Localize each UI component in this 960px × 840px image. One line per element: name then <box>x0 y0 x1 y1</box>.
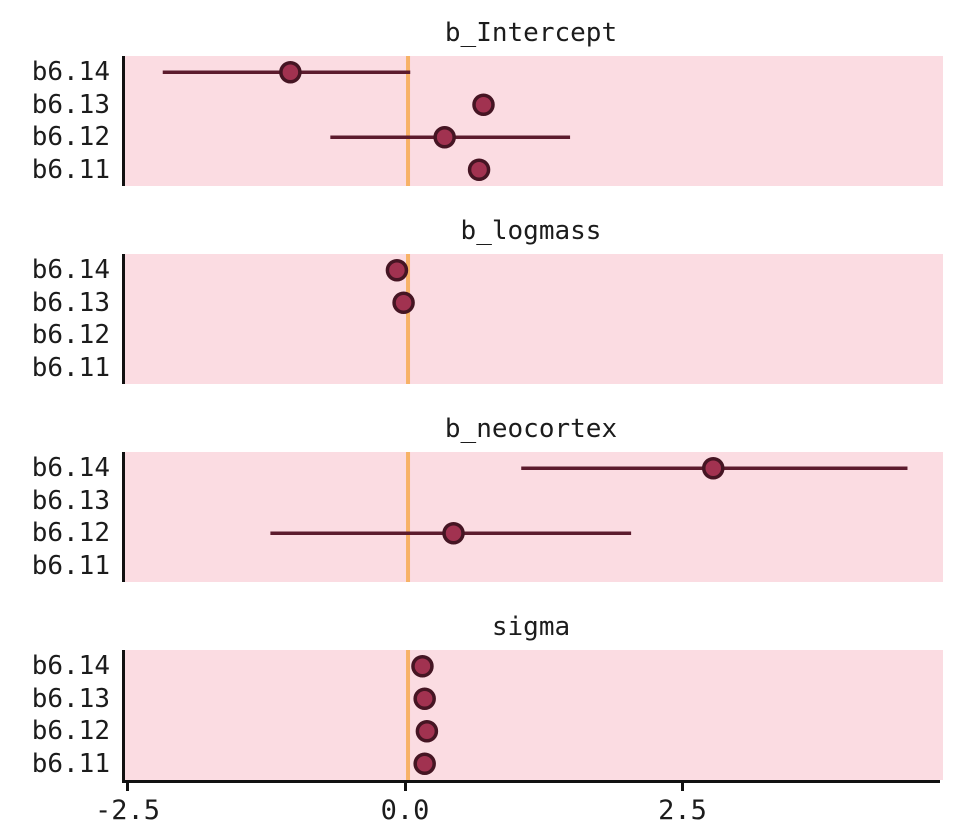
point-estimate <box>701 457 725 480</box>
panel-title-row: sigma <box>0 582 960 650</box>
panel-title: b_logmass <box>460 216 602 246</box>
plot-area <box>122 650 943 780</box>
y-tick-label: b6.12 <box>31 320 110 351</box>
y-tick-label: b6.14 <box>31 453 110 484</box>
x-tick-label: 2.5 <box>658 795 707 826</box>
panel-background <box>125 254 943 384</box>
panel-body-row: b6.14 b6.13 b6.12 b6.11 <box>0 452 960 582</box>
point-estimate <box>433 126 456 149</box>
point-estimate <box>413 752 436 775</box>
point-estimate <box>279 61 302 84</box>
point-estimate <box>392 291 415 314</box>
y-tick-label: b6.13 <box>31 485 110 516</box>
y-tick-label: b6.12 <box>31 518 110 549</box>
panel-body-row: b6.14 b6.13 b6.12 b6.11 <box>0 56 960 186</box>
panel-title-row: b_Intercept <box>0 10 960 56</box>
plot-area <box>122 254 943 384</box>
point-estimate <box>472 93 495 116</box>
panel-title-row: b_logmass <box>0 186 960 254</box>
point-estimate <box>442 522 465 545</box>
y-tick-label: b6.14 <box>31 57 110 88</box>
y-tick-label: b6.11 <box>31 352 110 383</box>
y-tick-label: b6.12 <box>31 122 110 153</box>
panel-title: b_neocortex <box>444 414 618 444</box>
panel-title: sigma <box>491 612 571 642</box>
point-estimate <box>385 259 409 282</box>
panel-b-neocortex: b_neocortex b6.14 b6.13 b6.12 b6.11 <box>0 384 960 582</box>
panel-body-row: b6.14 b6.13 b6.12 b6.11 <box>0 254 960 384</box>
panel-b-intercept: b_Intercept b6.14 b6.13 b6.12 b6.11 <box>0 10 960 186</box>
panel-background <box>125 650 943 780</box>
plot-canvas <box>125 254 943 384</box>
panel-title: b_Intercept <box>444 18 618 48</box>
y-axis-labels: b6.14 b6.13 b6.12 b6.11 <box>0 452 122 582</box>
y-tick-label: b6.11 <box>31 154 110 185</box>
plot-area <box>122 56 943 186</box>
y-tick-label: b6.14 <box>31 651 110 682</box>
panel-title-row: b_neocortex <box>0 384 960 452</box>
point-estimate <box>413 687 436 710</box>
y-tick-label: b6.12 <box>31 716 110 747</box>
y-tick-label: b6.11 <box>31 748 110 779</box>
y-axis-labels: b6.14 b6.13 b6.12 b6.11 <box>0 56 122 186</box>
x-tick-label: -2.5 <box>95 795 161 826</box>
panel-sigma: sigma b6.14 b6.13 b6.12 b6.11 <box>0 582 960 780</box>
x-tick-mark <box>681 783 684 791</box>
point-estimate <box>411 655 434 678</box>
x-tick-mark <box>126 783 130 791</box>
x-axis-row: -2.5 0.0 2.5 <box>0 780 960 835</box>
y-axis-labels: b6.14 b6.13 b6.12 b6.11 <box>0 650 122 780</box>
x-tick-label: 0.0 <box>380 795 430 826</box>
plot-area <box>122 452 943 582</box>
plot-canvas <box>125 650 943 780</box>
x-tick-mark <box>403 783 407 791</box>
x-axis: -2.5 0.0 2.5 <box>95 780 940 835</box>
panel-body-row: b6.14 b6.13 b6.12 b6.11 <box>0 650 960 780</box>
point-estimate <box>467 158 491 181</box>
y-tick-label: b6.11 <box>31 550 110 581</box>
y-tick-label: b6.13 <box>31 683 110 714</box>
plot-canvas <box>125 56 943 186</box>
panel-background <box>125 452 943 582</box>
point-estimate <box>415 720 439 743</box>
panel-b-logmass: b_logmass b6.14 b6.13 b6.12 b6.11 <box>0 186 960 384</box>
y-tick-label: b6.13 <box>31 287 110 318</box>
panel-background <box>125 56 943 186</box>
y-axis-labels: b6.14 b6.13 b6.12 b6.11 <box>0 254 122 384</box>
y-tick-label: b6.13 <box>31 89 110 120</box>
y-tick-label: b6.14 <box>31 255 110 286</box>
plot-canvas <box>125 452 943 582</box>
